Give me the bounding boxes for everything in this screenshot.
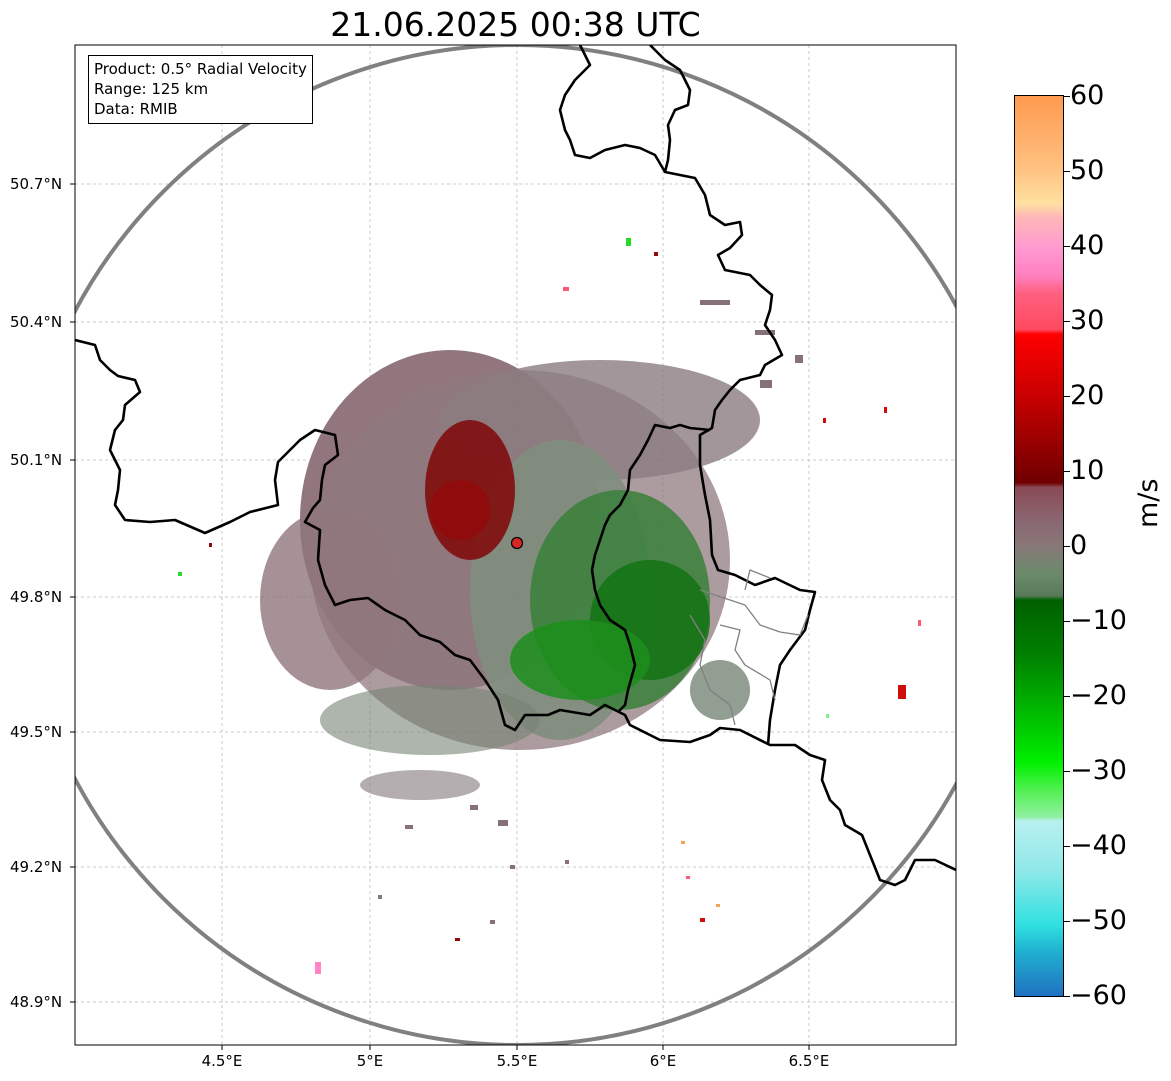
lon-tick-label: 5°E [356, 1052, 384, 1070]
region-borders [689, 569, 809, 726]
lat-tick-label: 50.1°N [10, 451, 63, 469]
echo-west-lobe [260, 510, 400, 690]
echo-specks [405, 300, 803, 924]
colorbar [1014, 95, 1064, 997]
colorbar-tick-label: −40 [1070, 830, 1127, 861]
echo-field [178, 238, 921, 974]
lat-tick-label: 50.7°N [10, 175, 63, 193]
data-source-label: Data: RMIB [94, 100, 178, 118]
colorbar-tick-label: 50 [1070, 155, 1105, 186]
colorbar-tick-mark [1064, 171, 1070, 172]
lat-tick-label: 49.8°N [10, 588, 63, 606]
colorbar-tick-label: 10 [1070, 455, 1105, 486]
colorbar-tick-label: −50 [1070, 905, 1127, 936]
range-label: Range: 125 km [94, 80, 209, 98]
border-germany-belgium [558, 45, 817, 746]
colorbar-tick-label: 60 [1070, 80, 1105, 111]
lon-tick-label: 4.5°E [201, 1052, 243, 1070]
colorbar-tick-label: 0 [1070, 530, 1088, 561]
colorbar-tick-mark [1064, 396, 1070, 397]
colorbar-tick-mark [1064, 996, 1070, 997]
echo-colored-specks [178, 238, 921, 974]
colorbar-tick-mark [1064, 471, 1070, 472]
echo-south-band [320, 685, 540, 755]
echo-south-streak [360, 770, 480, 800]
product-info-box: Product: 0.5° Radial Velocity Range: 125… [88, 55, 313, 124]
colorbar-tick-mark [1064, 771, 1070, 772]
border-germany-upper [649, 45, 692, 173]
colorbar-tick-mark [1064, 846, 1070, 847]
lon-tick-label: 5.5°E [496, 1052, 538, 1070]
colorbar-tick-mark [1064, 246, 1070, 247]
lat-tick-label: 50.4°N [10, 313, 63, 331]
colorbar-tick-mark [1064, 546, 1070, 547]
echo-receding-strong [430, 480, 490, 540]
border-france-belgium-west [75, 338, 956, 887]
colorbar-tick-label: 40 [1070, 230, 1105, 261]
colorbar-gradient [1014, 95, 1064, 997]
product-label: Product: 0.5° Radial Velocity [94, 60, 307, 78]
colorbar-tick-label: 30 [1070, 305, 1105, 336]
lat-tick-label: 49.5°N [10, 723, 63, 741]
colorbar-tick-mark [1064, 696, 1070, 697]
border-luxembourg [590, 423, 711, 713]
lat-tick-label: 49.2°N [10, 858, 63, 876]
colorbar-tick-label: −30 [1070, 755, 1127, 786]
lon-tick-label: 6.5°E [788, 1052, 830, 1070]
colorbar-tick-label: 20 [1070, 380, 1105, 411]
colorbar-tick-label: −20 [1070, 680, 1127, 711]
country-borders [75, 45, 956, 887]
colorbar-tick-mark [1064, 621, 1070, 622]
radar-site-marker [510, 536, 524, 550]
colorbar-tick-label: −10 [1070, 605, 1127, 636]
map-title: 21.06.2025 00:38 UTC [330, 5, 701, 44]
colorbar-tick-mark [1064, 321, 1070, 322]
colorbar-tick-label: −60 [1070, 980, 1127, 1011]
colorbar-tick-mark [1064, 921, 1070, 922]
echo-north-band [440, 360, 760, 480]
colorbar-unit-label: m/s [1133, 478, 1164, 528]
echo-approaching-south [510, 620, 650, 700]
lon-tick-label: 6°E [649, 1052, 677, 1070]
echo-southeast-patch [690, 660, 750, 720]
colorbar-tick-mark [1064, 96, 1070, 97]
map-frame [74, 44, 957, 1046]
lat-tick-label: 48.9°N [10, 993, 63, 1011]
